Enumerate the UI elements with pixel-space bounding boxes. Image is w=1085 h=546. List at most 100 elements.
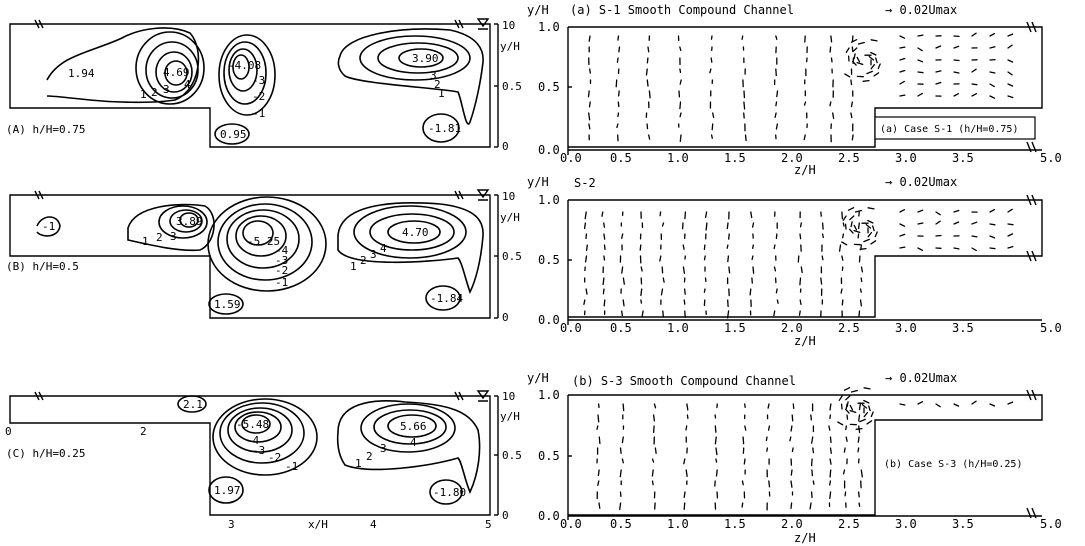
velocity-vector xyxy=(850,389,858,393)
velocity-vector xyxy=(849,215,855,221)
velocity-vector xyxy=(863,411,869,418)
velocity-vector xyxy=(617,90,620,97)
y-tick-label: 1.0 xyxy=(538,193,560,207)
velocity-vector xyxy=(653,403,657,409)
velocity-vector xyxy=(654,447,657,454)
velocity-vector xyxy=(651,458,655,463)
velocity-vector xyxy=(619,469,622,478)
velocity-vector xyxy=(790,425,793,432)
velocity-vector xyxy=(660,288,664,296)
velocity-vector xyxy=(588,123,591,130)
velocity-vector xyxy=(872,225,875,232)
velocity-vector xyxy=(860,277,863,283)
velocity-vector xyxy=(682,266,686,274)
velocity-vector xyxy=(935,211,941,216)
break-marker xyxy=(34,190,44,200)
case-label: (b) Case S-3 (h/H=0.25) xyxy=(884,459,1022,470)
velocity-vector xyxy=(844,408,850,414)
velocity-vector xyxy=(859,299,863,307)
velocity-vector xyxy=(728,233,730,240)
break-marker xyxy=(1026,21,1037,33)
velocity-vector xyxy=(866,70,873,75)
contour-line xyxy=(377,42,459,74)
velocity-vector xyxy=(829,491,832,499)
contour-label: 1.94 xyxy=(68,67,95,80)
velocity-vector xyxy=(776,299,779,304)
contour-line xyxy=(169,209,203,233)
velocity-vector xyxy=(851,60,857,66)
contour-line xyxy=(207,196,327,292)
velocity-vector xyxy=(617,101,620,108)
velocity-vector xyxy=(861,403,868,409)
velocity-vector xyxy=(743,458,746,465)
velocity-vector xyxy=(899,233,906,237)
velocity-vector xyxy=(709,68,712,74)
velocity-vector xyxy=(829,436,832,444)
velocity-vector xyxy=(899,69,906,73)
velocity-vector xyxy=(830,35,833,43)
contour-label: 4 xyxy=(184,78,191,91)
velocity-vector xyxy=(899,57,906,61)
velocity-vector xyxy=(856,56,861,63)
velocity-vector xyxy=(821,255,824,261)
velocity-vector xyxy=(841,241,848,246)
contour-line xyxy=(242,220,274,246)
velocity-vector xyxy=(971,32,977,37)
velocity-vector xyxy=(971,400,977,405)
velocity-vector xyxy=(989,235,996,239)
velocity-vector xyxy=(646,57,649,64)
velocity-vector xyxy=(598,436,601,445)
velocity-vector xyxy=(971,68,977,73)
velocity-vector xyxy=(850,101,853,108)
contour-line xyxy=(214,123,250,145)
velocity-vector xyxy=(855,427,863,430)
contour-line xyxy=(158,205,208,239)
velocity-vector xyxy=(870,51,877,56)
velocity-vector xyxy=(870,240,877,245)
velocity-vector xyxy=(588,112,591,121)
velocity-vector xyxy=(685,469,688,477)
contour-label: 1 xyxy=(355,457,362,470)
velocity-vector xyxy=(797,255,800,263)
velocity-vector xyxy=(598,502,601,509)
velocity-vector xyxy=(618,46,621,53)
velocity-vector xyxy=(850,112,853,119)
velocity-vector xyxy=(619,502,622,511)
velocity-vector xyxy=(661,222,665,227)
velocity-vector xyxy=(1007,208,1013,213)
velocity-vector xyxy=(917,59,924,63)
velocity-vector xyxy=(602,288,605,295)
velocity-vector xyxy=(715,469,718,477)
velocity-vector xyxy=(597,480,600,487)
velocity-vector xyxy=(867,231,873,238)
scale-arrow-label: → 0.02Umax xyxy=(885,175,957,189)
x-tick-label: 1.5 xyxy=(724,517,746,531)
velocity-vector xyxy=(953,209,960,213)
velocity-vector xyxy=(619,447,622,454)
velocity-vector xyxy=(953,247,960,250)
velocity-vector xyxy=(768,480,771,488)
velocity-vector xyxy=(588,35,591,42)
velocity-vector xyxy=(682,244,685,250)
velocity-vector xyxy=(641,310,644,318)
velocity-vector xyxy=(917,401,924,405)
x-axis-label: z/H xyxy=(794,163,816,177)
velocity-vector xyxy=(775,101,778,107)
velocity-vector xyxy=(857,233,860,239)
x-axis-label: z/H xyxy=(794,334,816,348)
contour-line xyxy=(217,203,313,281)
contour-line xyxy=(177,395,207,413)
velocity-vector xyxy=(659,211,662,217)
velocity-vector xyxy=(829,414,832,420)
velocity-vector xyxy=(971,235,978,238)
contour-label: -1.80 xyxy=(433,486,466,499)
velocity-vector xyxy=(873,72,880,77)
velocity-vector xyxy=(715,458,718,463)
velocity-vector xyxy=(989,247,996,250)
velocity-vector xyxy=(726,244,729,249)
velocity-vector xyxy=(917,209,924,213)
velocity-vector xyxy=(842,222,845,227)
velocity-vector xyxy=(859,288,862,293)
velocity-vector xyxy=(622,299,625,307)
velocity-vector xyxy=(616,57,619,63)
